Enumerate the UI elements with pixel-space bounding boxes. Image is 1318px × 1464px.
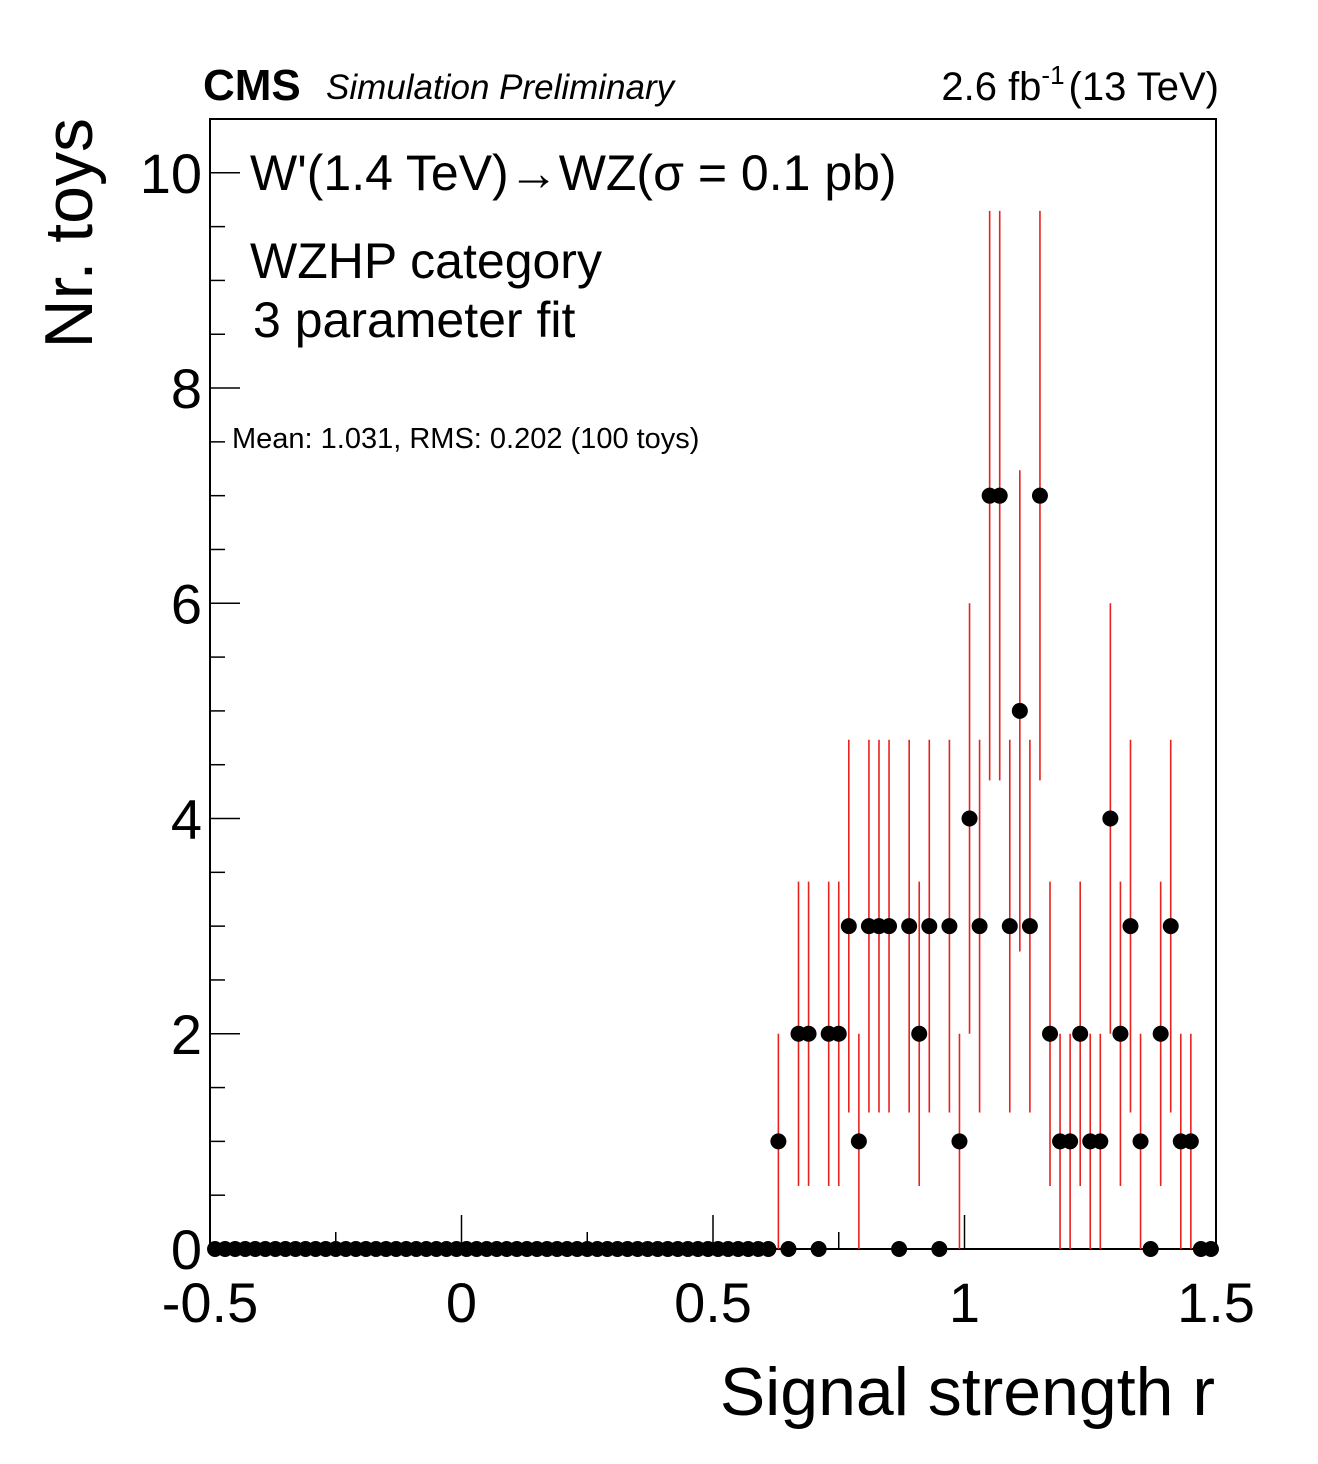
x-tick-label: 0.5 bbox=[674, 1271, 752, 1334]
lumi-value: 2.6 fb bbox=[941, 65, 1041, 109]
data-point bbox=[1132, 1133, 1149, 1150]
data-point bbox=[850, 1133, 867, 1150]
y-tick-label: 10 bbox=[140, 142, 202, 205]
data-point bbox=[1122, 918, 1139, 935]
data-point bbox=[780, 1241, 797, 1257]
fit-label: 3 parameter fit bbox=[253, 292, 575, 348]
y-axis-title: Nr. toys bbox=[31, 118, 107, 349]
data-point bbox=[1182, 1133, 1199, 1150]
data-point bbox=[891, 1241, 908, 1257]
data-point bbox=[921, 918, 938, 935]
data-point bbox=[1021, 918, 1038, 935]
data-point bbox=[991, 487, 1008, 504]
simulation-label: Simulation Preliminary bbox=[326, 68, 677, 107]
data-point bbox=[770, 1133, 787, 1150]
data-point bbox=[1042, 1025, 1059, 1042]
data-point bbox=[911, 1025, 928, 1042]
x-axis-title: Signal strength r bbox=[720, 1354, 1215, 1430]
data-point bbox=[800, 1025, 817, 1042]
data-point bbox=[830, 1025, 847, 1042]
data-point bbox=[1162, 918, 1179, 935]
data-point bbox=[1072, 1025, 1089, 1042]
stats-label: Mean: 1.031, RMS: 0.202 (100 toys) bbox=[232, 423, 699, 455]
data-point bbox=[1202, 1241, 1219, 1257]
lumi-energy: (13 TeV) bbox=[1069, 65, 1219, 109]
data-point bbox=[1031, 487, 1048, 504]
data-point bbox=[760, 1241, 777, 1257]
y-tick-label: 6 bbox=[171, 572, 202, 635]
data-point bbox=[901, 918, 918, 935]
data-point bbox=[1142, 1241, 1159, 1257]
y-tick-label: 2 bbox=[171, 1003, 202, 1066]
x-tick-label: -0.5 bbox=[162, 1271, 259, 1334]
data-point bbox=[1092, 1133, 1109, 1150]
data-points bbox=[207, 487, 1219, 1257]
data-point bbox=[1102, 810, 1119, 827]
x-tick-label: 1 bbox=[949, 1271, 980, 1334]
data-point bbox=[941, 918, 958, 935]
y-tick-label: 4 bbox=[171, 788, 202, 851]
y-tick-label: 8 bbox=[171, 357, 202, 420]
data-point bbox=[1011, 702, 1028, 719]
signal-model-label: W'(1.4 TeV)→WZ(σ = 0.1 pb) bbox=[250, 145, 897, 201]
data-point bbox=[840, 918, 857, 935]
category-label: WZHP category bbox=[250, 233, 602, 289]
lumi-exponent: -1 bbox=[1041, 60, 1064, 90]
data-point bbox=[810, 1241, 827, 1257]
x-tick-label: 0 bbox=[446, 1271, 477, 1334]
data-point bbox=[931, 1241, 948, 1257]
x-tick-label: 1.5 bbox=[1177, 1271, 1255, 1334]
data-point bbox=[881, 918, 898, 935]
luminosity-label: 2.6 fb-1 (13 TeV) bbox=[941, 60, 1219, 109]
y-tick-label: 0 bbox=[171, 1218, 202, 1281]
data-point bbox=[1112, 1025, 1129, 1042]
data-point bbox=[1152, 1025, 1169, 1042]
data-point bbox=[951, 1133, 968, 1150]
data-point bbox=[1062, 1133, 1079, 1150]
data-point bbox=[961, 810, 978, 827]
cms-label: CMS bbox=[203, 61, 301, 110]
data-point bbox=[971, 918, 988, 935]
error-bars bbox=[777, 210, 1192, 1249]
data-point bbox=[1001, 918, 1018, 935]
